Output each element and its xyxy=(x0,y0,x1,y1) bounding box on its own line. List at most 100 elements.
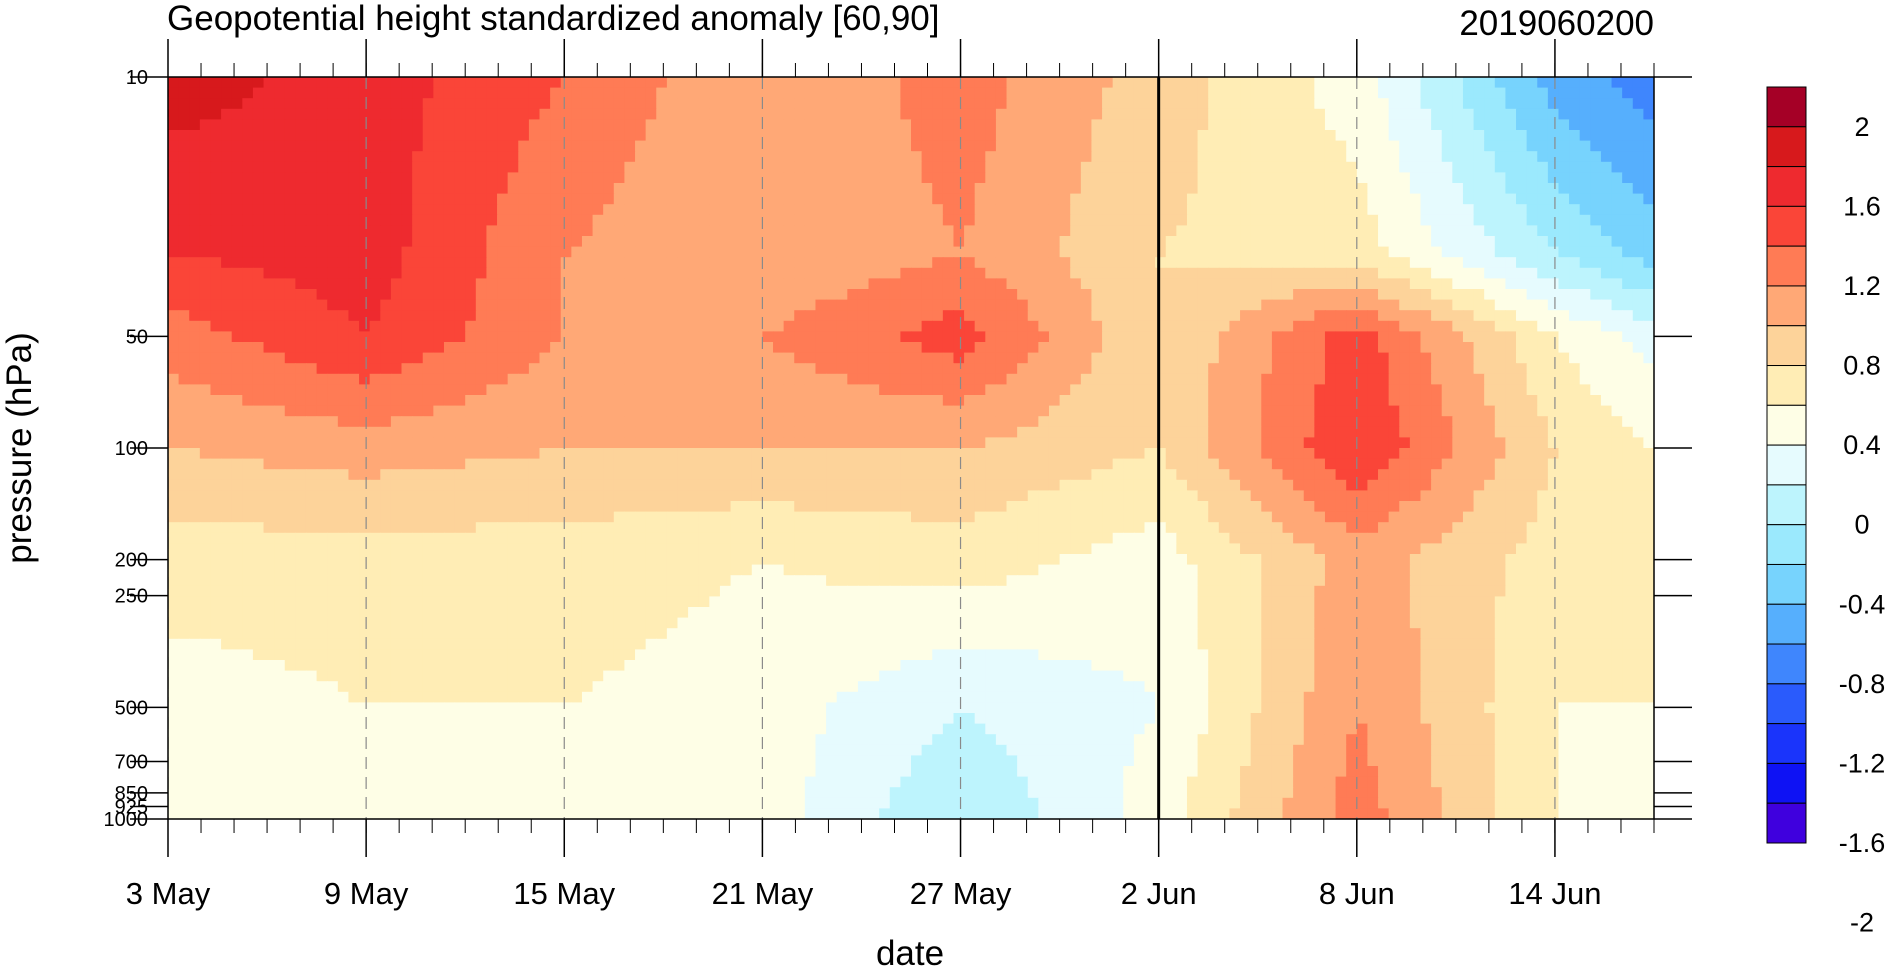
field-cell xyxy=(327,426,339,438)
field-cell xyxy=(974,299,986,311)
field-cell xyxy=(443,172,456,184)
field-cell xyxy=(1112,342,1124,354)
field-cell xyxy=(1112,161,1124,173)
field-cell xyxy=(231,299,243,311)
field-cell xyxy=(1558,331,1570,343)
field-cell xyxy=(1388,373,1400,385)
field-cell xyxy=(1632,246,1644,258)
field-cell xyxy=(539,193,551,205)
field-cell xyxy=(369,236,381,248)
field-cell xyxy=(1441,342,1453,354)
field-cell xyxy=(1367,87,1379,99)
field-cell xyxy=(762,130,774,142)
field-cell xyxy=(741,87,753,99)
field-cell xyxy=(465,140,477,152)
field-cell xyxy=(1622,320,1634,332)
field-cell xyxy=(1048,331,1061,343)
field-cell xyxy=(465,352,477,364)
field-cell xyxy=(857,257,870,269)
field-cell xyxy=(1144,437,1156,449)
field-cell xyxy=(1547,331,1560,343)
field-cell xyxy=(932,130,944,142)
field-cell xyxy=(252,98,265,110)
field-cell xyxy=(380,363,392,375)
field-cell xyxy=(1367,373,1379,385)
field-cell xyxy=(518,416,530,428)
field-cell xyxy=(359,98,371,110)
field-cell xyxy=(953,395,965,407)
field-cell xyxy=(1186,77,1199,89)
field-cell xyxy=(221,416,233,428)
field-cell xyxy=(995,342,1008,354)
field-cell xyxy=(1112,289,1124,301)
field-cell xyxy=(550,278,562,290)
field-cell xyxy=(1208,267,1220,279)
field-cell xyxy=(677,140,689,152)
field-cell xyxy=(295,108,307,120)
field-cell xyxy=(868,352,880,364)
field-cell xyxy=(178,108,190,120)
field-cell xyxy=(337,151,350,163)
field-cell xyxy=(1484,384,1496,396)
field-cell xyxy=(1271,119,1284,131)
field-cell xyxy=(401,384,413,396)
field-cell xyxy=(168,161,180,173)
field-cell xyxy=(1303,151,1315,163)
field-cell xyxy=(518,405,530,417)
field-cell xyxy=(327,342,339,354)
field-cell xyxy=(1643,352,1654,364)
field-cell xyxy=(1388,363,1400,375)
field-cell xyxy=(263,204,275,216)
field-cell xyxy=(921,448,933,460)
field-cell xyxy=(836,310,848,322)
field-cell xyxy=(1155,161,1167,173)
field-cell xyxy=(528,204,541,216)
field-cell xyxy=(889,426,901,438)
field-cell xyxy=(592,416,604,428)
field-cell xyxy=(454,77,466,89)
field-cell xyxy=(337,172,350,184)
field-cell xyxy=(168,204,180,216)
field-cell xyxy=(709,119,721,131)
field-cell xyxy=(263,225,275,237)
field-cell xyxy=(1462,384,1475,396)
field-cell xyxy=(1080,320,1093,332)
field-cell xyxy=(688,77,700,89)
field-cell xyxy=(1144,426,1156,438)
field-cell xyxy=(857,310,870,322)
field-cell xyxy=(539,437,551,449)
field-cell xyxy=(1335,204,1347,216)
field-cell xyxy=(486,108,498,120)
field-cell xyxy=(889,267,901,279)
field-cell xyxy=(369,77,381,89)
field-cell xyxy=(454,140,466,152)
field-cell xyxy=(932,204,944,216)
field-cell xyxy=(1356,204,1369,216)
field-cell xyxy=(1473,426,1485,438)
field-cell xyxy=(1017,320,1029,332)
field-cell xyxy=(1261,352,1273,364)
field-cell xyxy=(1611,98,1623,110)
field-cell xyxy=(1091,77,1103,89)
field-cell xyxy=(1590,151,1602,163)
field-cell xyxy=(826,77,838,89)
field-cell xyxy=(433,448,445,460)
field-cell xyxy=(985,172,997,184)
field-cell xyxy=(1229,98,1241,110)
field-cell xyxy=(1632,161,1644,173)
field-cell xyxy=(199,98,212,110)
field-cell xyxy=(868,384,880,396)
field-cell xyxy=(1112,246,1124,258)
field-cell xyxy=(1473,395,1485,407)
field-cell xyxy=(932,448,944,460)
field-cell xyxy=(1250,246,1262,258)
field-cell xyxy=(783,183,795,195)
field-cell xyxy=(1452,214,1464,226)
field-cell xyxy=(210,87,222,99)
field-cell xyxy=(1303,193,1315,205)
field-cell xyxy=(433,257,445,269)
field-cell xyxy=(1102,416,1114,428)
field-cell xyxy=(624,246,636,258)
field-cell xyxy=(221,257,233,269)
field-cell xyxy=(1452,395,1464,407)
